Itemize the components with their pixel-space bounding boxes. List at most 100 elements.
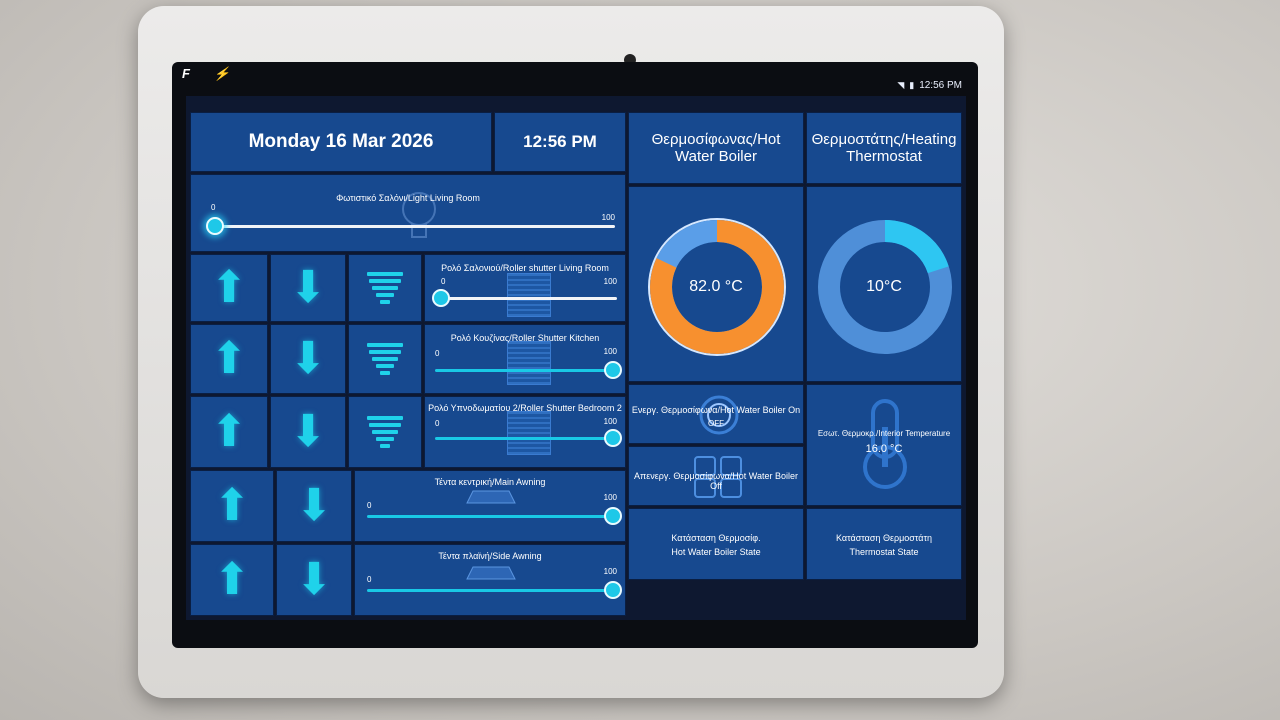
awning-icon [466, 566, 516, 580]
light-slider[interactable] [206, 217, 615, 235]
awning-2-min: 0 [367, 575, 372, 584]
shutter-2-down-button[interactable]: ⬇ [270, 324, 346, 394]
shutter-3-min: 0 [435, 419, 440, 428]
status-bar: ◥ ▮ 12:56 PM [897, 80, 962, 91]
awning-2-slider-knob[interactable] [604, 581, 622, 599]
shutter-3-label: Ρολό Υπνοδωματίου 2/Roller Shutter Bedro… [428, 403, 622, 413]
arrow-down-icon: ⬇ [295, 555, 333, 604]
shutter-3-slider[interactable] [435, 429, 622, 447]
thermometer-icon [863, 399, 907, 489]
boiler-gauge-arc [650, 220, 784, 354]
shutter-2-slider[interactable] [435, 361, 622, 379]
light-living-room-tile: Φωτιστικό Σαλόνι/Light Living Room 0 100 [190, 174, 626, 252]
shutter-2-label: Ρολό Κουζίνας/Roller Shutter Kitchen [450, 333, 600, 343]
status-time: 12:56 PM [919, 80, 962, 91]
shutter-3-slider-knob[interactable] [604, 429, 622, 447]
shutter-1-slider[interactable] [432, 289, 617, 307]
shutter-1-stop-button[interactable] [348, 254, 422, 322]
shutter-3-down-button[interactable]: ⬇ [270, 396, 346, 468]
boiler-on-button[interactable]: Ενεργ. Θερμοσίφωνα/Hot Water Boiler On O… [628, 384, 804, 444]
shutter-1-up-button[interactable]: ⬆ [190, 254, 268, 322]
thermostat-state-label-1: Κατάσταση Θερμοστάτη [835, 533, 933, 543]
awning-1-down-button[interactable]: ⬇ [276, 470, 352, 542]
arrow-up-icon: ⬆ [213, 555, 251, 604]
thermostat-title-tile: Θερμοστάτης/Heating Thermostat [806, 112, 962, 184]
shutter-3-up-button[interactable]: ⬆ [190, 396, 268, 468]
thermostat-gauge [818, 220, 952, 354]
stop-stripes-icon [367, 272, 403, 304]
awning-1-slider[interactable] [367, 507, 622, 525]
boiler-on-badge: OFF [708, 419, 724, 428]
thermostat-state-label-2: Thermostat State [849, 547, 919, 557]
awning-1-label: Τέντα κεντρική/Main Awning [434, 477, 546, 487]
shutter-3-max: 100 [603, 417, 617, 426]
shutter-1-tile: Ρολό Σαλονιού/Roller shutter Living Room… [424, 254, 626, 322]
light-min: 0 [211, 203, 216, 212]
shutter-1-down-button[interactable]: ⬇ [270, 254, 346, 322]
interior-temperature-label: Εσωτ. Θερμοκρ./Interior Temperature [817, 429, 951, 438]
boiler-off-label: Απενεργ. Θερμοσίφωνα/Hot Water Boiler Of… [634, 471, 798, 491]
roller-shutter-icon [507, 341, 551, 385]
power-switch-icon [699, 395, 739, 435]
boiler-state-label-1: Κατάσταση Θερμοσίφ. [671, 533, 761, 543]
boiler-off-button[interactable]: Απενεργ. Θερμοσίφωνα/Hot Water Boiler Of… [628, 446, 804, 506]
awning-icon [466, 490, 516, 504]
roller-shutter-icon [507, 273, 551, 317]
awning-1-up-button[interactable]: ⬆ [190, 470, 274, 542]
battery-icon: ▮ [909, 80, 915, 90]
shutter-1-slider-knob[interactable] [432, 289, 450, 307]
boiler-temperature: 82.0 °C [689, 278, 743, 295]
light-max: 100 [601, 213, 615, 222]
stop-stripes-icon [367, 343, 403, 375]
shutter-1-max: 100 [603, 277, 617, 286]
time-tile: 12:56 PM [494, 112, 626, 172]
arrow-up-icon: ⬆ [213, 481, 251, 530]
shutter-2-min: 0 [435, 349, 440, 358]
shutter-2-slider-knob[interactable] [604, 361, 622, 379]
date-text: Monday 16 Mar 2026 [248, 131, 434, 152]
time-text: 12:56 PM [523, 132, 597, 151]
awning-2-up-button[interactable]: ⬆ [190, 544, 274, 616]
thermostat-temperature: 10°C [866, 278, 902, 295]
notification-icons: F ⚡ [182, 66, 240, 81]
arrow-down-icon: ⬇ [295, 481, 333, 530]
awning-2-slider[interactable] [367, 581, 622, 599]
boiler-state-tile: Κατάσταση Θερμοσίφ. Hot Water Boiler Sta… [628, 508, 804, 580]
thermostat-title: Θερμοστάτης/Heating Thermostat [811, 131, 957, 165]
thermostat-state-tile: Κατάσταση Θερμοστάτη Thermostat State [806, 508, 962, 580]
awning-2-tile: Τέντα πλαϊνή/Side Awning 0 100 [354, 544, 626, 616]
roller-shutter-icon [507, 411, 551, 455]
shutter-2-tile: Ρολό Κουζίνας/Roller Shutter Kitchen 0 1… [424, 324, 626, 394]
light-slider-knob[interactable] [206, 217, 224, 235]
arrow-down-icon: ⬇ [289, 263, 327, 312]
boiler-title: Θερμοσίφωνας/Hot Water Boiler [651, 131, 781, 165]
awning-2-max: 100 [603, 567, 617, 576]
awning-2-down-button[interactable]: ⬇ [276, 544, 352, 616]
thermostat-gauge-arc [818, 220, 952, 354]
boiler-on-label: Ενεργ. Θερμοσίφωνα/Hot Water Boiler On [631, 405, 801, 415]
shutter-3-stop-button[interactable] [348, 396, 422, 468]
switch-panel-icon [694, 456, 742, 498]
awning-1-tile: Τέντα κεντρική/Main Awning 0 100 [354, 470, 626, 542]
interior-temperature-value: 16.0 °C [865, 443, 903, 455]
light-label: Φωτιστικό Σαλόνι/Light Living Room [336, 193, 480, 203]
arrow-down-icon: ⬇ [289, 407, 327, 456]
thermostat-gauge-tile: 10°C [806, 186, 962, 382]
shutter-1-min: 0 [441, 277, 446, 286]
awning-1-slider-knob[interactable] [604, 507, 622, 525]
arrow-up-icon: ⬆ [210, 407, 248, 456]
awning-2-label: Τέντα πλαϊνή/Side Awning [438, 551, 542, 561]
boiler-title-tile: Θερμοσίφωνας/Hot Water Boiler [628, 112, 804, 184]
boiler-gauge [648, 218, 786, 356]
interior-temperature-tile: Εσωτ. Θερμοκρ./Interior Temperature 16.0… [806, 384, 962, 506]
awning-1-max: 100 [603, 493, 617, 502]
arrow-down-icon: ⬇ [289, 334, 327, 383]
shutter-2-up-button[interactable]: ⬆ [190, 324, 268, 394]
shutter-2-stop-button[interactable] [348, 324, 422, 394]
arrow-up-icon: ⬆ [210, 334, 248, 383]
arrow-up-icon: ⬆ [210, 263, 248, 312]
dashboard-screen: ◥ ▮ 12:56 PM Monday 16 Mar 2026 12:56 PM… [186, 80, 966, 620]
shutter-3-tile: Ρολό Υπνοδωματίου 2/Roller Shutter Bedro… [424, 396, 626, 468]
awning-1-min: 0 [367, 501, 372, 510]
stop-stripes-icon [367, 416, 403, 448]
